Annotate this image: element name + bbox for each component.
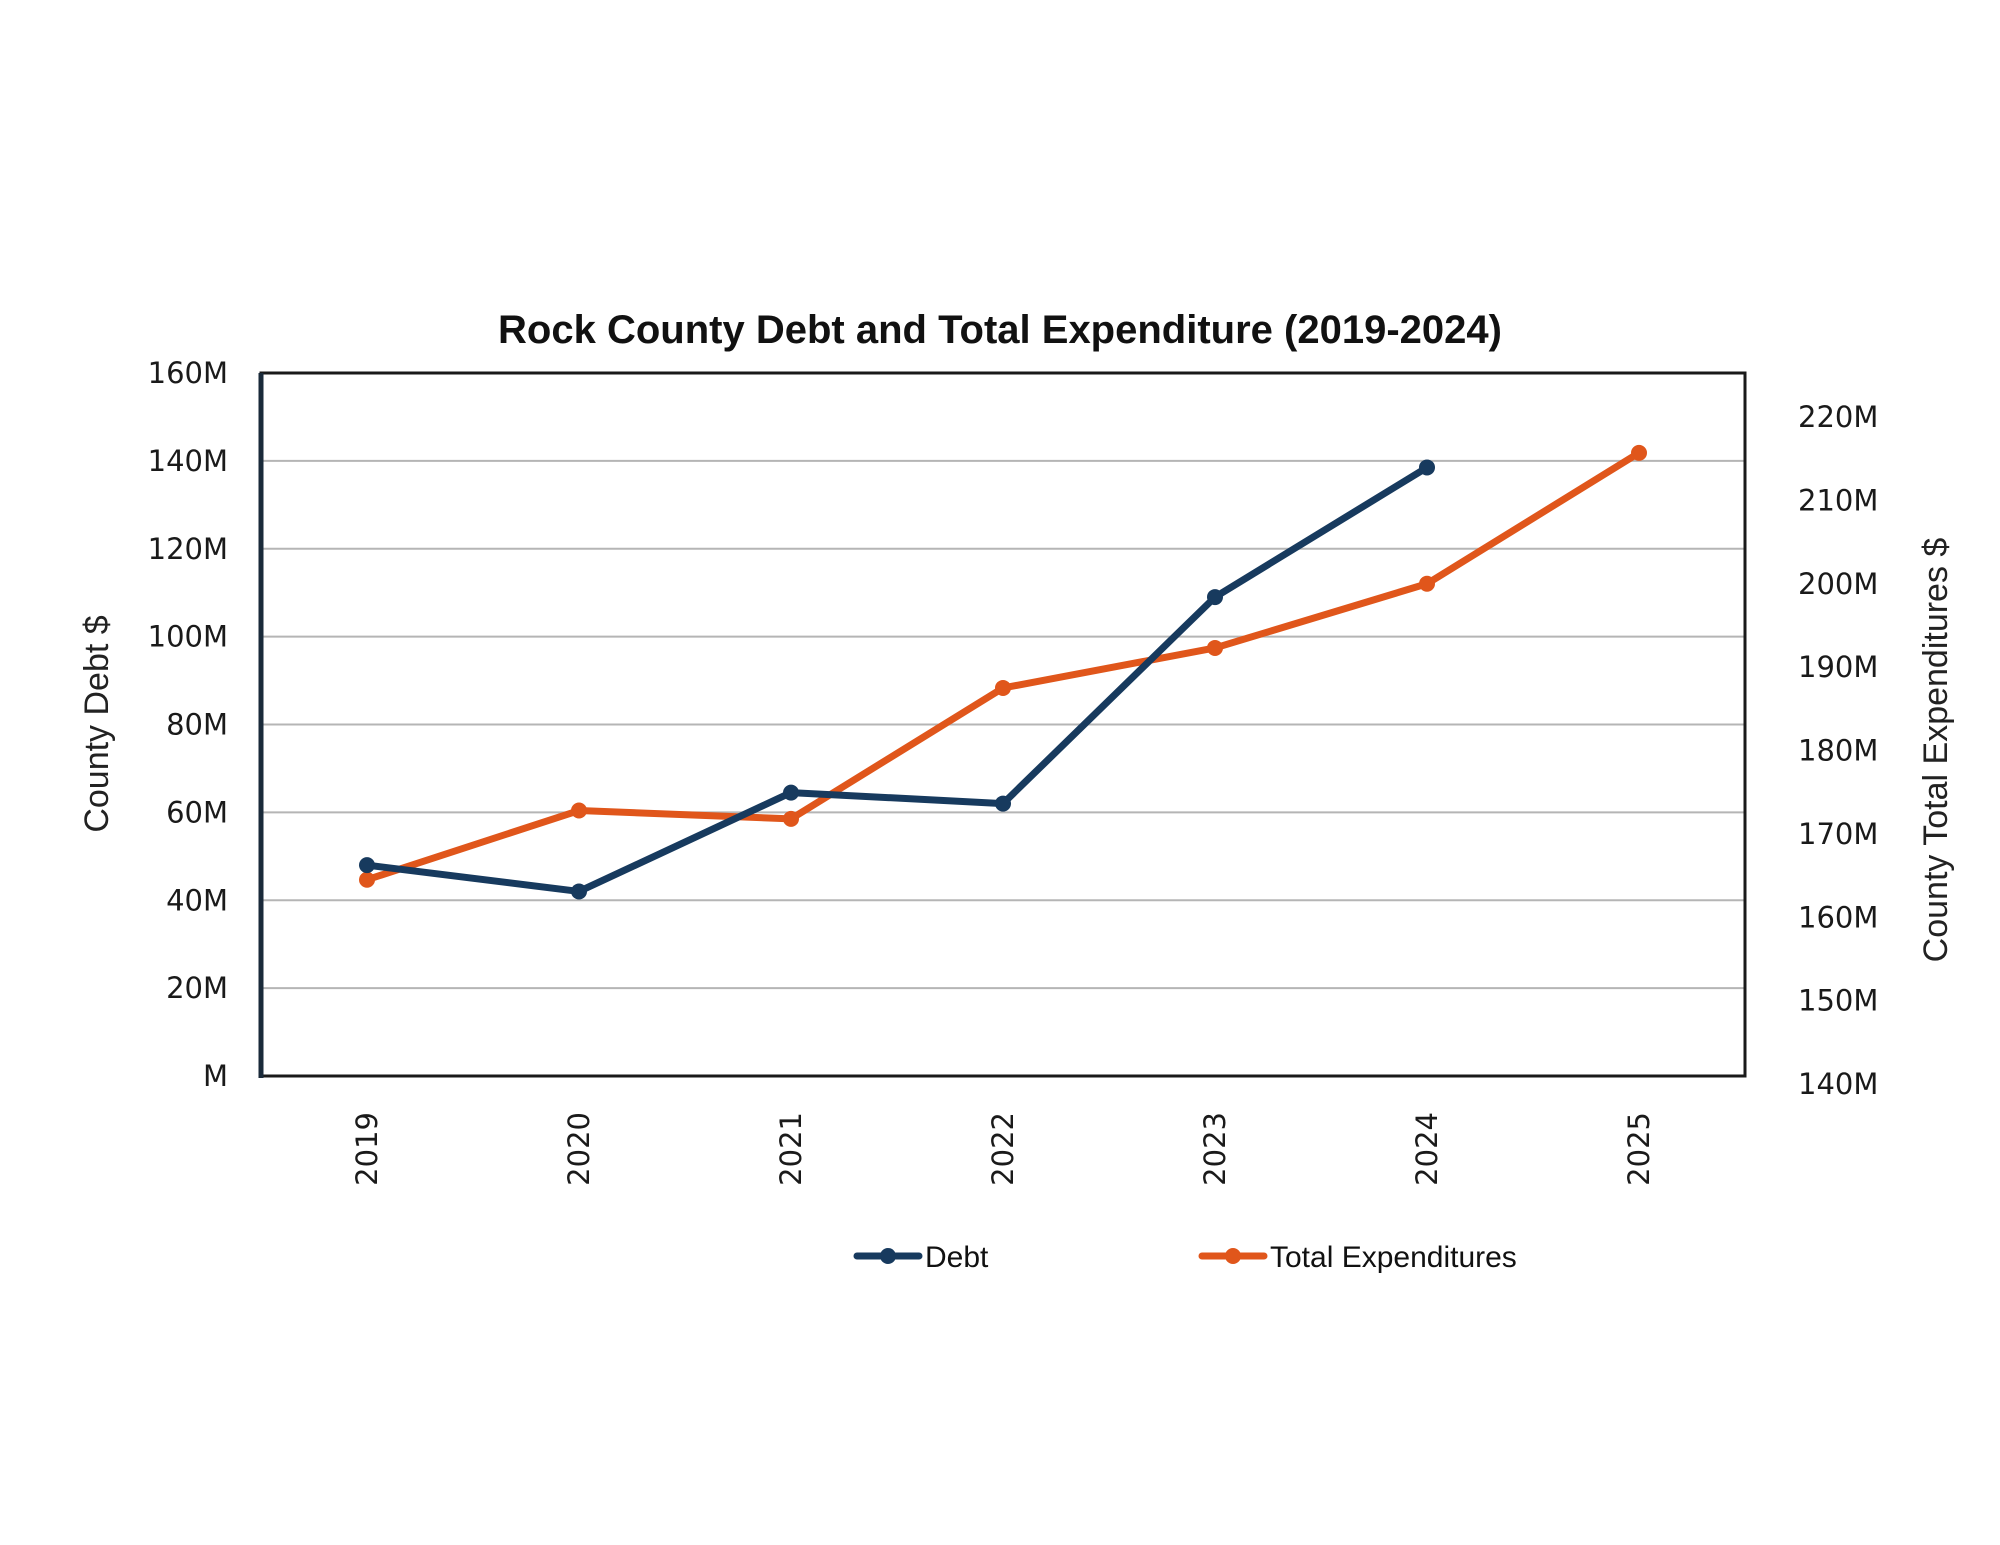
x-tick-label: 2022 — [986, 1112, 1020, 1186]
left-tick-label: 80M — [166, 708, 228, 742]
legend-marker — [1225, 1248, 1241, 1264]
data-point — [783, 784, 799, 801]
data-point — [1419, 459, 1435, 476]
data-point — [1207, 589, 1223, 606]
x-tick-label: 2024 — [1410, 1112, 1444, 1186]
data-point — [571, 802, 587, 819]
right-tick-label: 220M — [1798, 400, 1878, 434]
series-layer — [359, 444, 1647, 900]
x-tick-label: 2019 — [350, 1112, 384, 1186]
x-tick-label: 2023 — [1198, 1112, 1232, 1186]
right-axis-ticks: 140M 150M 160M 170M 180M 190M 200M 210M 220M — [1798, 400, 1878, 1101]
legend-label: Debt — [925, 1241, 989, 1274]
x-tick-label: 2020 — [562, 1112, 596, 1186]
data-point — [783, 810, 799, 827]
data-point — [1207, 639, 1223, 656]
right-tick-label: 180M — [1798, 734, 1878, 768]
right-tick-label: 210M — [1798, 483, 1878, 517]
series-line — [363, 449, 1643, 884]
left-axis-ticks: M 20M 40M 60M 80M 100M 120M 140M 160M — [148, 356, 228, 1093]
right-tick-label: 140M — [1798, 1067, 1878, 1101]
gridlines — [261, 459, 1745, 1077]
left-tick-label: M — [203, 1059, 228, 1093]
data-point — [1419, 575, 1435, 592]
data-point — [571, 883, 587, 900]
legend-item-total-expenditures: Total Expenditures — [1198, 1241, 1517, 1274]
left-tick-label: 120M — [148, 532, 228, 566]
x-tick-label: 2021 — [774, 1112, 808, 1186]
right-tick-label: 200M — [1798, 567, 1878, 601]
series-total-expenditures — [359, 444, 1647, 888]
x-tick-label: 2025 — [1622, 1112, 1656, 1186]
data-point — [359, 857, 375, 874]
left-tick-label: 60M — [166, 795, 228, 829]
data-point — [359, 871, 375, 888]
right-tick-label: 160M — [1798, 900, 1878, 934]
legend-label: Total Expenditures — [1270, 1241, 1517, 1274]
data-point — [995, 679, 1011, 696]
right-tick-label: 170M — [1798, 817, 1878, 851]
left-tick-label: 20M — [166, 971, 228, 1005]
right-tick-label: 190M — [1798, 650, 1878, 684]
left-tick-label: 140M — [148, 444, 228, 478]
right-axis-title: County Total Expenditures $ — [1917, 538, 1955, 963]
left-tick-label: 40M — [166, 883, 228, 917]
x-axis-ticks: 2019 2020 2021 2022 2023 2024 2025 — [350, 1112, 1656, 1186]
series-line — [363, 463, 1431, 895]
data-point — [1631, 444, 1647, 461]
series-debt — [359, 459, 1435, 900]
legend-marker — [880, 1248, 896, 1264]
left-axis-title: County Debt $ — [78, 615, 116, 832]
legend-item-debt: Debt — [853, 1241, 989, 1274]
chart-title: Rock County Debt and Total Expenditure (… — [498, 308, 1502, 352]
left-tick-label: 100M — [148, 620, 228, 654]
legend: Debt Total Expenditures — [853, 1241, 1517, 1274]
data-point — [995, 795, 1011, 812]
left-tick-label: 160M — [148, 356, 228, 390]
right-tick-label: 150M — [1798, 984, 1878, 1018]
